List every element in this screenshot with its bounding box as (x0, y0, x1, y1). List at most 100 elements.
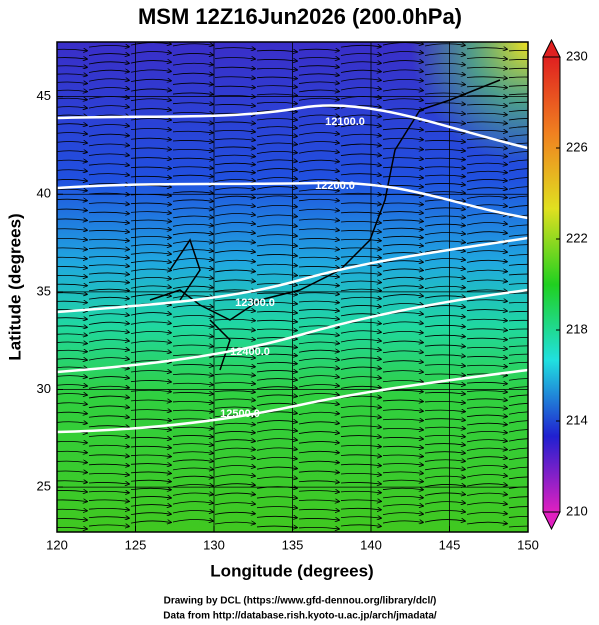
streamline (298, 74, 339, 76)
streamline (508, 506, 528, 509)
streamline (298, 189, 339, 191)
streamline (256, 311, 297, 313)
streamline (382, 79, 423, 81)
streamline (130, 220, 171, 222)
streamline (214, 57, 255, 59)
streamline (424, 112, 465, 114)
contour-line (57, 181, 528, 220)
streamline (298, 115, 339, 117)
streamline (214, 214, 255, 217)
streamline (214, 196, 255, 198)
streamline (298, 132, 339, 135)
streamline (382, 428, 423, 430)
streamline (424, 392, 465, 394)
streamline (298, 238, 339, 240)
streamline (172, 250, 213, 252)
streamline (466, 474, 507, 477)
streamline (508, 311, 528, 313)
streamline (256, 245, 297, 247)
streamline (508, 438, 528, 442)
streamline (466, 319, 507, 321)
streamline (88, 436, 129, 438)
streamline (172, 216, 213, 218)
streamline (424, 216, 465, 218)
streamline (424, 444, 465, 446)
streamline (130, 277, 171, 279)
streamline (466, 484, 507, 486)
streamline (340, 386, 381, 388)
streamline (508, 85, 528, 87)
streamline (340, 500, 381, 502)
streamline (424, 502, 465, 504)
streamline (172, 502, 213, 504)
y-tick-label: 35 (37, 283, 51, 298)
streamline (298, 518, 339, 520)
streamline (214, 139, 255, 141)
streamline (424, 493, 465, 495)
streamline (382, 322, 423, 324)
streamline (172, 484, 213, 486)
streamline (130, 480, 171, 482)
streamline (88, 377, 129, 379)
streamline (424, 149, 465, 151)
streamline (57, 334, 87, 336)
streamline (172, 167, 213, 169)
streamline (508, 186, 528, 190)
streamline (88, 134, 129, 136)
streamline (256, 429, 297, 432)
streamline (130, 203, 171, 205)
streamline (88, 340, 129, 343)
streamline (508, 457, 528, 461)
streamline (130, 228, 171, 230)
streamline (57, 275, 87, 277)
streamline (382, 331, 423, 333)
streamline (382, 128, 423, 130)
streamline (172, 112, 213, 114)
streamline (340, 297, 381, 299)
streamline (130, 390, 171, 392)
streamline (57, 441, 87, 443)
streamline (424, 335, 465, 337)
streamline (382, 303, 423, 306)
streamline (172, 63, 213, 65)
streamline (130, 89, 171, 91)
streamline (88, 358, 129, 360)
streamline (466, 512, 507, 514)
streamline (466, 222, 507, 225)
streamline (256, 143, 297, 145)
streamline (130, 148, 171, 150)
streamline (298, 124, 339, 126)
streamline (508, 411, 528, 415)
streamline (172, 268, 213, 271)
streamline (57, 326, 87, 328)
streamline (508, 361, 528, 364)
streamline (466, 251, 507, 253)
streamline (214, 163, 255, 165)
streamline (424, 452, 465, 454)
streamline (382, 437, 423, 439)
streamline (130, 351, 171, 353)
streamline (382, 138, 423, 140)
streamline (382, 70, 423, 72)
streamline (214, 457, 255, 459)
streamline (466, 179, 507, 181)
streamline (256, 497, 297, 499)
streamline (382, 109, 423, 111)
streamline (88, 265, 129, 267)
streamline (214, 147, 255, 149)
x-tick-label: 135 (282, 537, 304, 552)
streamline (298, 82, 339, 84)
streamline (256, 68, 297, 70)
streamline (57, 107, 87, 109)
streamline (466, 113, 507, 115)
streamline (340, 239, 381, 241)
streamline (130, 253, 171, 255)
streamline (130, 295, 171, 298)
streamline (57, 199, 87, 201)
streamline (424, 364, 465, 366)
streamline (57, 219, 87, 221)
streamline (298, 90, 339, 92)
streamline (466, 407, 507, 409)
streamline (214, 130, 255, 132)
streamline (57, 481, 87, 483)
